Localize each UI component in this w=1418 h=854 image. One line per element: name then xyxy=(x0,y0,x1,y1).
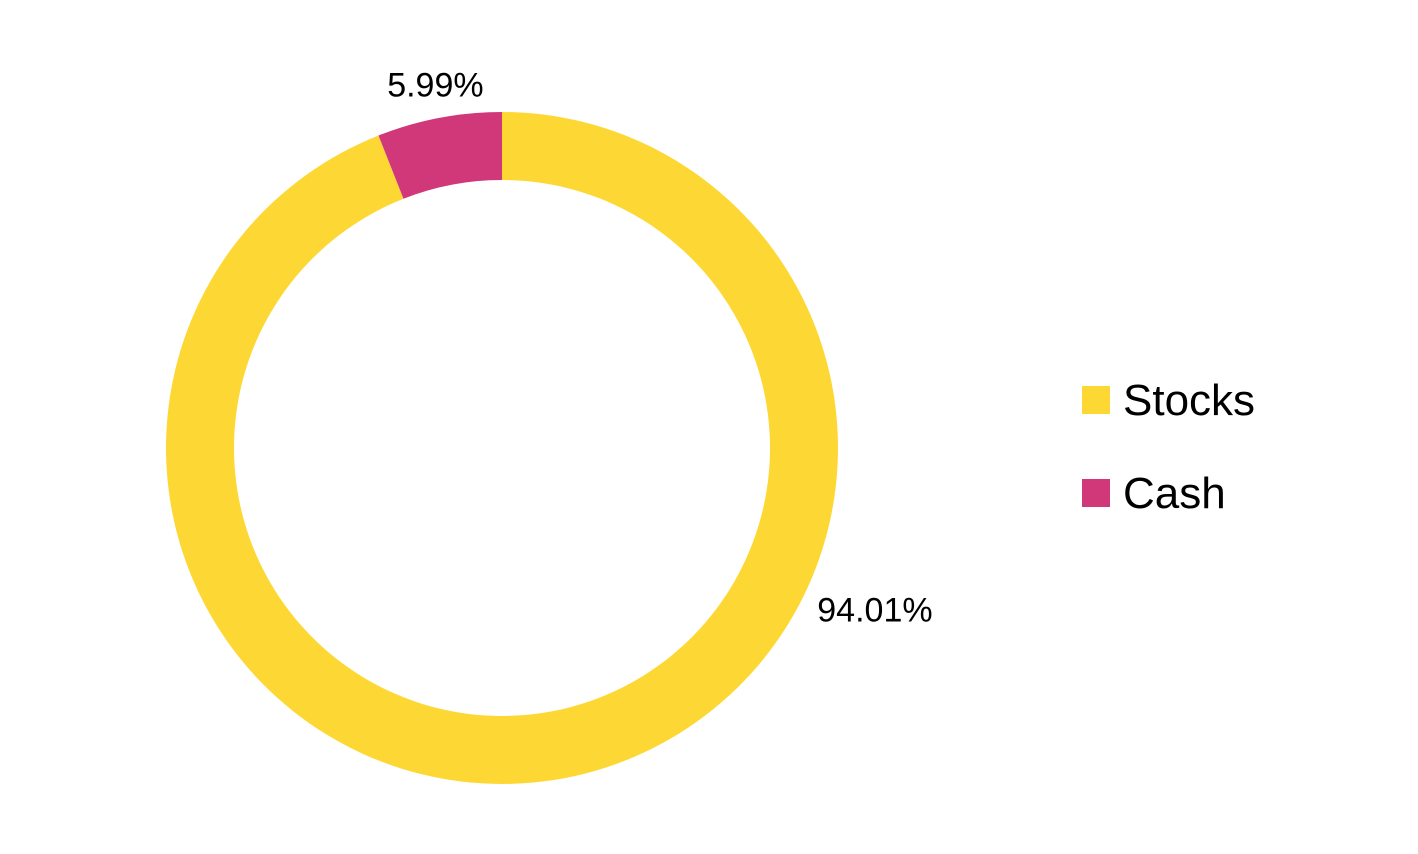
data-label-stocks: 94.01% xyxy=(817,591,932,629)
legend-label-stocks: Stocks xyxy=(1123,376,1255,425)
data-labels-group: 94.01% 5.99% xyxy=(387,66,932,629)
slices-group xyxy=(166,112,839,785)
data-label-cash: 5.99% xyxy=(387,66,483,104)
legend-swatch-stocks xyxy=(1082,386,1110,414)
slice-cash xyxy=(378,112,502,199)
legend-label-cash: Cash xyxy=(1123,469,1226,518)
slice-stocks xyxy=(166,112,839,785)
legend-swatch-cash xyxy=(1082,479,1110,507)
legend: Stocks Cash xyxy=(1082,376,1255,518)
